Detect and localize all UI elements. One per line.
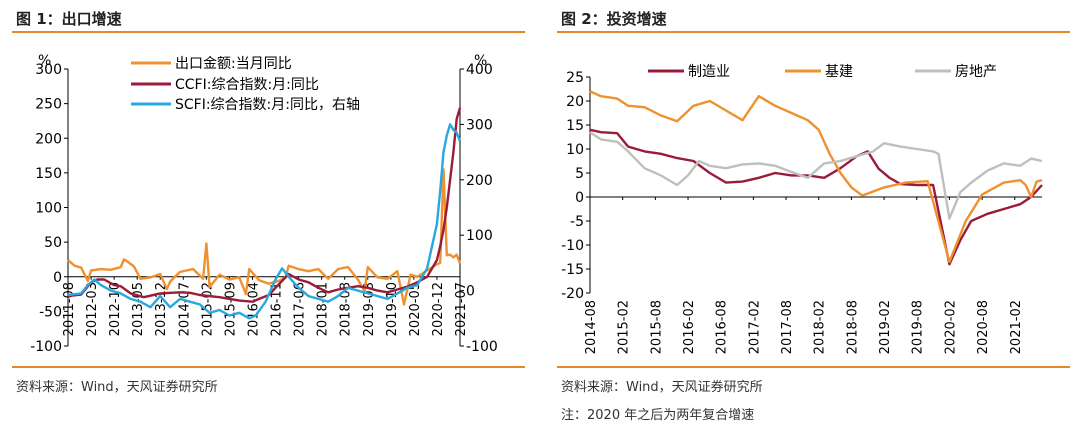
y-tick-label-left: -5 bbox=[570, 214, 584, 230]
x-tick-label: 2013-12 bbox=[154, 282, 169, 336]
y-tick-label-left: -15 bbox=[561, 262, 584, 278]
title-divider bbox=[12, 31, 525, 33]
legend-label: SCFI:综合指数:月:同比，右轴 bbox=[175, 97, 360, 113]
x-tick-label: 2015-02 bbox=[200, 282, 215, 336]
y-tick-label-left: 150 bbox=[35, 166, 62, 182]
x-tick-label: 2021-07 bbox=[454, 282, 469, 336]
y-unit-right: % bbox=[474, 53, 487, 69]
series-line-grey bbox=[589, 131, 1043, 220]
y-tick-label-right: 0 bbox=[466, 284, 475, 300]
legend-label: 房地产 bbox=[955, 64, 997, 80]
x-tick-label: 2015-02 bbox=[617, 300, 632, 354]
x-tick-label: 2017-02 bbox=[747, 300, 762, 354]
y-tick-label-left: 200 bbox=[35, 131, 62, 147]
series-line-scfi bbox=[67, 123, 462, 320]
footnote: 注：2020 年之后为两年复合增速 bbox=[561, 408, 755, 423]
legend-label: 制造业 bbox=[688, 64, 730, 80]
source-divider bbox=[12, 366, 525, 368]
x-tick-label: 2018-02 bbox=[813, 300, 828, 354]
x-tick-label: 2014-08 bbox=[584, 300, 599, 354]
x-tick-label: 2020-05 bbox=[408, 282, 423, 336]
y-tick-label-left: -10 bbox=[561, 238, 584, 254]
x-tick-label: 2016-04 bbox=[246, 282, 261, 336]
source-divider bbox=[557, 366, 1070, 368]
x-tick-label: 2019-10 bbox=[385, 282, 400, 336]
source-note: 资料来源：Wind，天风证券研究所 bbox=[16, 380, 218, 395]
x-tick-label: 2014-07 bbox=[177, 282, 192, 336]
x-tick-label: 2018-01 bbox=[316, 282, 331, 336]
x-tick-label: 2018-08 bbox=[845, 300, 860, 354]
y-tick-label-right: 200 bbox=[466, 173, 493, 189]
x-tick-label: 2016-11 bbox=[270, 282, 285, 336]
x-tick-label: 2020-08 bbox=[976, 300, 991, 354]
figure-panel-export-growth: 图 1：出口增速 -100 -50 0 50 100 150 200 250 300% -100 0… bbox=[0, 0, 525, 431]
y-tick-label-left: 20 bbox=[566, 94, 584, 110]
y-tick-label-right: 400 bbox=[466, 62, 493, 78]
y-tick-label-left: 300 bbox=[35, 62, 62, 78]
source-note: 资料来源：Wind，天风证券研究所 bbox=[561, 380, 763, 395]
x-tick-label: 2012-10 bbox=[108, 282, 123, 336]
title-divider bbox=[557, 31, 1070, 33]
x-tick-label: 2017-06 bbox=[293, 282, 308, 336]
figure-title: 图 1：出口增速 bbox=[16, 10, 122, 28]
y-tick-label-left: 5 bbox=[575, 166, 584, 182]
figure-panel-investment-growth: 图 2：投资增速 -20 -15 -10 -5 0 5 10 15 20 25 2014-08 201… bbox=[545, 0, 1070, 431]
series-line-red bbox=[589, 128, 1043, 266]
y-tick-label-left: 15 bbox=[566, 118, 584, 134]
x-tick-label: 2020-02 bbox=[943, 300, 958, 354]
y-tick-label-right: 100 bbox=[466, 228, 493, 244]
investment-growth-chart: -20 -15 -10 -5 0 5 10 15 20 25 2014-08 2015-02 2015-… bbox=[561, 63, 1043, 354]
y-unit-left: % bbox=[38, 53, 51, 69]
y-tick-label-left: 25 bbox=[566, 70, 584, 86]
series-line-orange bbox=[589, 90, 1043, 263]
legend-label: CCFI:综合指数:月:同比 bbox=[175, 77, 319, 93]
x-tick-label: 2016-08 bbox=[715, 300, 730, 354]
series-line-ccfi bbox=[67, 107, 462, 303]
x-tick-label: 2012-03 bbox=[85, 282, 100, 336]
x-tick-label: 2019-02 bbox=[878, 300, 893, 354]
y-tick-label-right: 300 bbox=[466, 117, 493, 133]
x-tick-label: 2015-08 bbox=[649, 300, 664, 354]
y-tick-label-left: 10 bbox=[566, 142, 584, 158]
y-tick-label-left: 100 bbox=[35, 201, 62, 217]
y-tick-label-left: -20 bbox=[561, 286, 584, 302]
series-line-orange bbox=[67, 168, 462, 306]
x-tick-label: 2017-08 bbox=[780, 300, 795, 354]
x-tick-label: 2018-08 bbox=[339, 282, 354, 336]
y-tick-label-left: -50 bbox=[39, 304, 62, 320]
y-tick-label-left: 0 bbox=[575, 190, 584, 206]
export-growth-chart: -100 -50 0 50 100 150 200 250 300% -100 0 100 200 300… bbox=[30, 53, 498, 355]
x-tick-label: 2021-02 bbox=[1009, 300, 1024, 354]
x-tick-label: 2013-05 bbox=[131, 282, 146, 336]
x-tick-label: 2019-08 bbox=[911, 300, 926, 354]
x-tick-label: 2020-12 bbox=[431, 282, 446, 336]
y-tick-label-left: 250 bbox=[35, 97, 62, 113]
y-tick-label-left: 50 bbox=[44, 235, 62, 251]
x-tick-label: 2016-02 bbox=[682, 300, 697, 354]
y-tick-label-left: -100 bbox=[30, 339, 62, 355]
figure-title: 图 2：投资增速 bbox=[561, 10, 667, 28]
y-tick-label-left: 0 bbox=[53, 270, 62, 286]
y-tick-label-right: -100 bbox=[466, 339, 498, 355]
x-tick-label: 2015-09 bbox=[223, 282, 238, 336]
x-tick-label: 2011-08 bbox=[62, 282, 77, 336]
legend-label: 出口金额:当月同比 bbox=[175, 56, 292, 72]
legend-label: 基建 bbox=[825, 63, 853, 80]
